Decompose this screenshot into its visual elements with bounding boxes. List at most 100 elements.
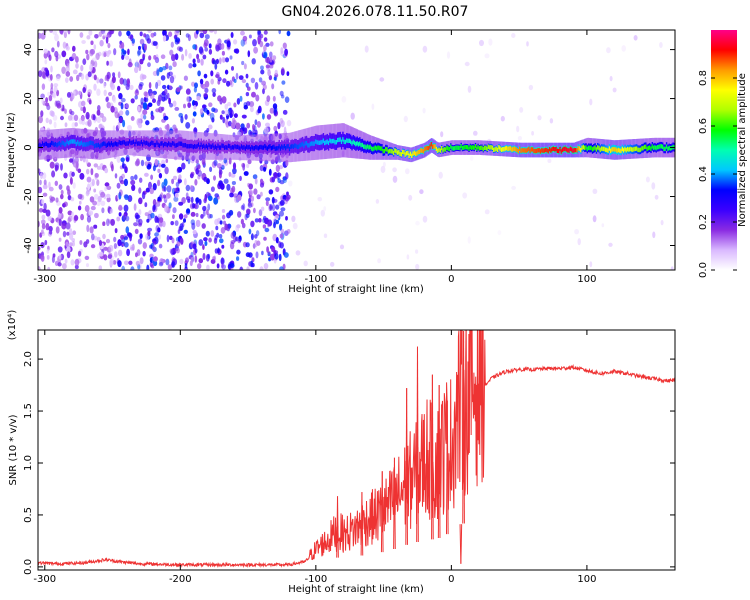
y-tick-label: -40 [23,237,34,253]
noise-cell [255,251,259,259]
noise-cell [654,194,659,200]
noise-cell [62,230,67,238]
noise-cell [415,220,420,226]
noise-cell [592,215,597,223]
noise-cell [65,71,71,77]
noise-cell [330,261,335,267]
noise-cell [392,175,398,183]
noise-cell [184,49,188,57]
noise-cell [188,62,193,69]
noise-cell [194,82,198,89]
ridge-core [571,147,573,152]
ridge-core [96,143,98,148]
noise-cell [233,48,238,54]
ridge-core [231,145,234,150]
ridge-core [151,140,153,145]
noise-cell [157,168,161,173]
noise-cell [268,168,272,176]
noise-cell [179,258,184,265]
noise-cell [145,120,150,126]
noise-cell [149,244,153,249]
noise-cell [63,201,68,207]
ridge-core [139,141,141,146]
noise-cell [146,163,152,170]
ridge-core [374,145,377,150]
ridge-core [101,142,104,147]
noise-cell [53,86,58,93]
noise-cell [221,96,227,104]
ridge-core [535,148,538,154]
ridge-core [203,143,205,148]
noise-cell [202,253,206,260]
noise-cell [53,83,59,88]
noise-cell [272,95,276,102]
noise-cell [208,124,213,130]
ridge-core [381,146,383,151]
noise-cell [350,112,355,120]
noise-cell [184,262,188,269]
noise-cell [148,82,152,89]
noise-cell [250,106,254,113]
ridge-core [125,141,127,146]
noise-cell [174,39,180,45]
noise-cell [80,73,85,80]
ridge-core [435,146,438,152]
ridge-core [526,147,529,153]
noise-cell [79,240,83,245]
noise-cell [85,111,90,120]
noise-cell [215,58,219,65]
noise-cell [216,232,220,238]
ridge-core [148,142,150,148]
noise-cell [38,196,41,203]
ridge-core [145,140,148,145]
ridge-core [485,145,487,150]
noise-cell [204,87,209,94]
ridge-core [668,145,670,151]
noise-cell [191,203,196,209]
noise-cell [609,75,613,82]
noise-cell [273,219,278,225]
noise-cell [59,30,64,35]
ridge-core [550,148,552,153]
noise-cell [272,172,278,178]
noise-cell [274,215,280,219]
noise-cell [103,89,107,97]
ridge-core [79,141,82,146]
noise-cell [197,70,201,77]
noise-cell [160,75,166,81]
noise-cell [121,215,126,222]
x-tick-label: 0 [448,574,454,585]
noise-cell [185,88,191,95]
ridge-core [610,148,612,153]
noise-cell [213,175,216,181]
noise-cell [670,266,674,270]
ridge-core [317,140,319,145]
noise-cell [184,178,187,186]
noise-cell [122,213,127,221]
noise-cell [49,74,53,81]
ridge-core [543,148,546,153]
noise-cell [196,53,200,60]
noise-cell [137,105,141,112]
ridge-core [138,141,140,146]
noise-cell [176,167,180,174]
ridge-core [182,143,184,148]
ridge-core [408,153,410,158]
noise-cell [511,33,516,38]
ridge-core [222,143,225,149]
noise-cell [157,179,161,187]
noise-cell [57,214,62,219]
noise-cell [102,35,106,40]
noise-cell [232,193,238,198]
noise-cell [253,46,258,54]
noise-cell [272,55,277,61]
noise-cell [279,233,284,239]
ridge-core [519,146,521,151]
ridge-core [129,139,131,144]
noise-cell [150,32,155,38]
ridge-core [132,139,135,144]
noise-cell [99,78,104,84]
noise-cell [137,49,142,55]
ridge-core [43,143,45,148]
